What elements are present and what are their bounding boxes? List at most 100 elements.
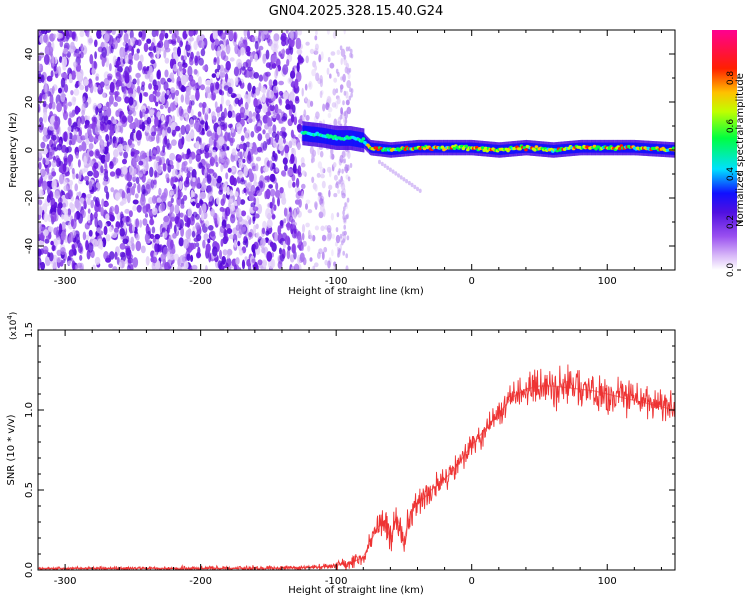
spectrogram-cell: [135, 218, 140, 229]
spectrogram-cell: [223, 107, 227, 119]
spectrogram-cell: [132, 128, 136, 134]
spectrogram-cell: [189, 36, 194, 42]
spectrogram-cell: [80, 115, 85, 125]
spectrogram-cell: [142, 218, 148, 226]
spectrogram-cell: [236, 123, 242, 130]
spectrogram-cell: [238, 249, 244, 256]
spectrogram-cell: [324, 225, 329, 230]
spectrogram-cell: [126, 187, 131, 194]
spectrogram-cell: [332, 88, 337, 96]
spectrogram-cell: [96, 227, 102, 234]
spectrogram-cell: [243, 166, 248, 177]
spectrogram-cell: [133, 53, 140, 61]
spectrogram-cell: [242, 158, 246, 164]
spectrogram-cell: [109, 135, 113, 146]
spectrogram-cell: [40, 30, 46, 35]
spectrogram-cell: [295, 95, 300, 102]
spectrogram-cell: [38, 189, 44, 197]
spectrogram-cell: [270, 258, 276, 269]
spectrogram-cell: [154, 116, 159, 127]
spectrogram-cell: [117, 143, 124, 153]
spectrogram-cell: [120, 213, 125, 219]
spectrogram-cell: [78, 145, 83, 152]
spectrogram-cell: [120, 124, 124, 134]
spectrogram-cell: [348, 67, 352, 73]
spectrogram-cell: [112, 266, 118, 270]
spectrogram-cell: [153, 95, 157, 103]
spectrogram-cell: [205, 243, 211, 254]
spectrogram-cell: [40, 261, 46, 270]
spectrogram-cell: [54, 115, 58, 122]
spectrogram-cell: [61, 221, 66, 230]
spectrogram-cell: [330, 149, 333, 156]
spectrogram-cell: [326, 166, 332, 173]
spectrogram-cell: [250, 131, 255, 138]
spectrogram-cell: [255, 232, 260, 239]
spectrogram-cell: [153, 45, 157, 54]
spectrogram-cell: [211, 111, 216, 121]
spectrogram-cell: [56, 256, 62, 263]
spectrogram-cell: [169, 190, 175, 196]
spectrogram-cell: [149, 52, 155, 60]
spectrogram-cell: [49, 252, 54, 262]
snr-x-tick-label: -300: [54, 576, 77, 587]
spectrogram-cell: [101, 142, 105, 150]
spectrogram-cell: [193, 122, 199, 130]
spectrogram-cell: [296, 142, 301, 151]
spectrogram-cell: [190, 254, 194, 262]
snr-y-tick-label: 0.5: [24, 482, 35, 498]
spectrogram-cell: [202, 177, 207, 183]
spectrogram-cell: [326, 224, 332, 233]
spectrogram-cell: [50, 134, 57, 141]
spectrogram-cell: [339, 154, 344, 164]
spectrogram-cell: [342, 210, 345, 216]
spectrogram-cell: [170, 177, 174, 187]
spectrogram-cell: [146, 151, 150, 157]
spectrogram-cell: [326, 67, 330, 75]
spectrogram-cell: [70, 90, 74, 96]
spectrogram-cell: [216, 181, 222, 189]
spectrogram-cell: [99, 240, 104, 250]
snr-x-tick-label: -100: [325, 576, 348, 587]
spectrogram-cell: [346, 106, 352, 115]
spectrogram-cell: [336, 49, 341, 55]
spectrogram-cell: [89, 83, 94, 94]
spectrogram-cell: [262, 140, 268, 151]
spectrogram-cell: [394, 171, 398, 176]
spectrogram-cell: [319, 166, 325, 174]
spectrogram-cell: [164, 135, 168, 145]
spectrogram-cell: [346, 151, 350, 157]
spectrogram-cell: [134, 100, 139, 110]
snr-ylabel: SNR (10 * v/v): [6, 414, 17, 485]
spectrogram-cell: [254, 213, 260, 219]
spectrogram-cell: [166, 158, 170, 166]
spectrogram-cell: [247, 82, 252, 92]
spectrogram-cell: [114, 140, 118, 149]
spectrogram-cell: [350, 48, 353, 54]
spectrogram-cell: [151, 226, 156, 234]
spectrogram-cell: [261, 238, 267, 246]
spectrogram-cell: [111, 232, 118, 239]
spectrogram-cell: [338, 179, 341, 185]
spectrogram-cell: [238, 267, 242, 270]
spectrogram-cell: [240, 46, 245, 56]
spectrogram-cell: [150, 59, 156, 64]
spectrogram-cell: [38, 214, 42, 220]
spectrogram-cell: [330, 148, 334, 156]
spectrogram-cell: [242, 240, 247, 246]
spectrogram-cell: [109, 251, 115, 260]
spectrogram-cell: [68, 73, 72, 81]
spectrogram-cell: [164, 32, 169, 39]
spectrogram-cell: [142, 166, 146, 175]
spectrogram-cell: [200, 48, 206, 57]
spectrogram-cell: [234, 191, 239, 198]
spectrogram-cell: [188, 131, 195, 139]
spectrogram-cell: [44, 157, 50, 166]
spectrogram-cell: [108, 95, 114, 105]
spectrogram-cell: [42, 147, 48, 155]
spectrogram-cell: [337, 252, 340, 258]
spectrogram-cell: [265, 132, 270, 140]
spectrogram-cell: [79, 51, 84, 59]
spectrogram-cell: [122, 165, 128, 175]
